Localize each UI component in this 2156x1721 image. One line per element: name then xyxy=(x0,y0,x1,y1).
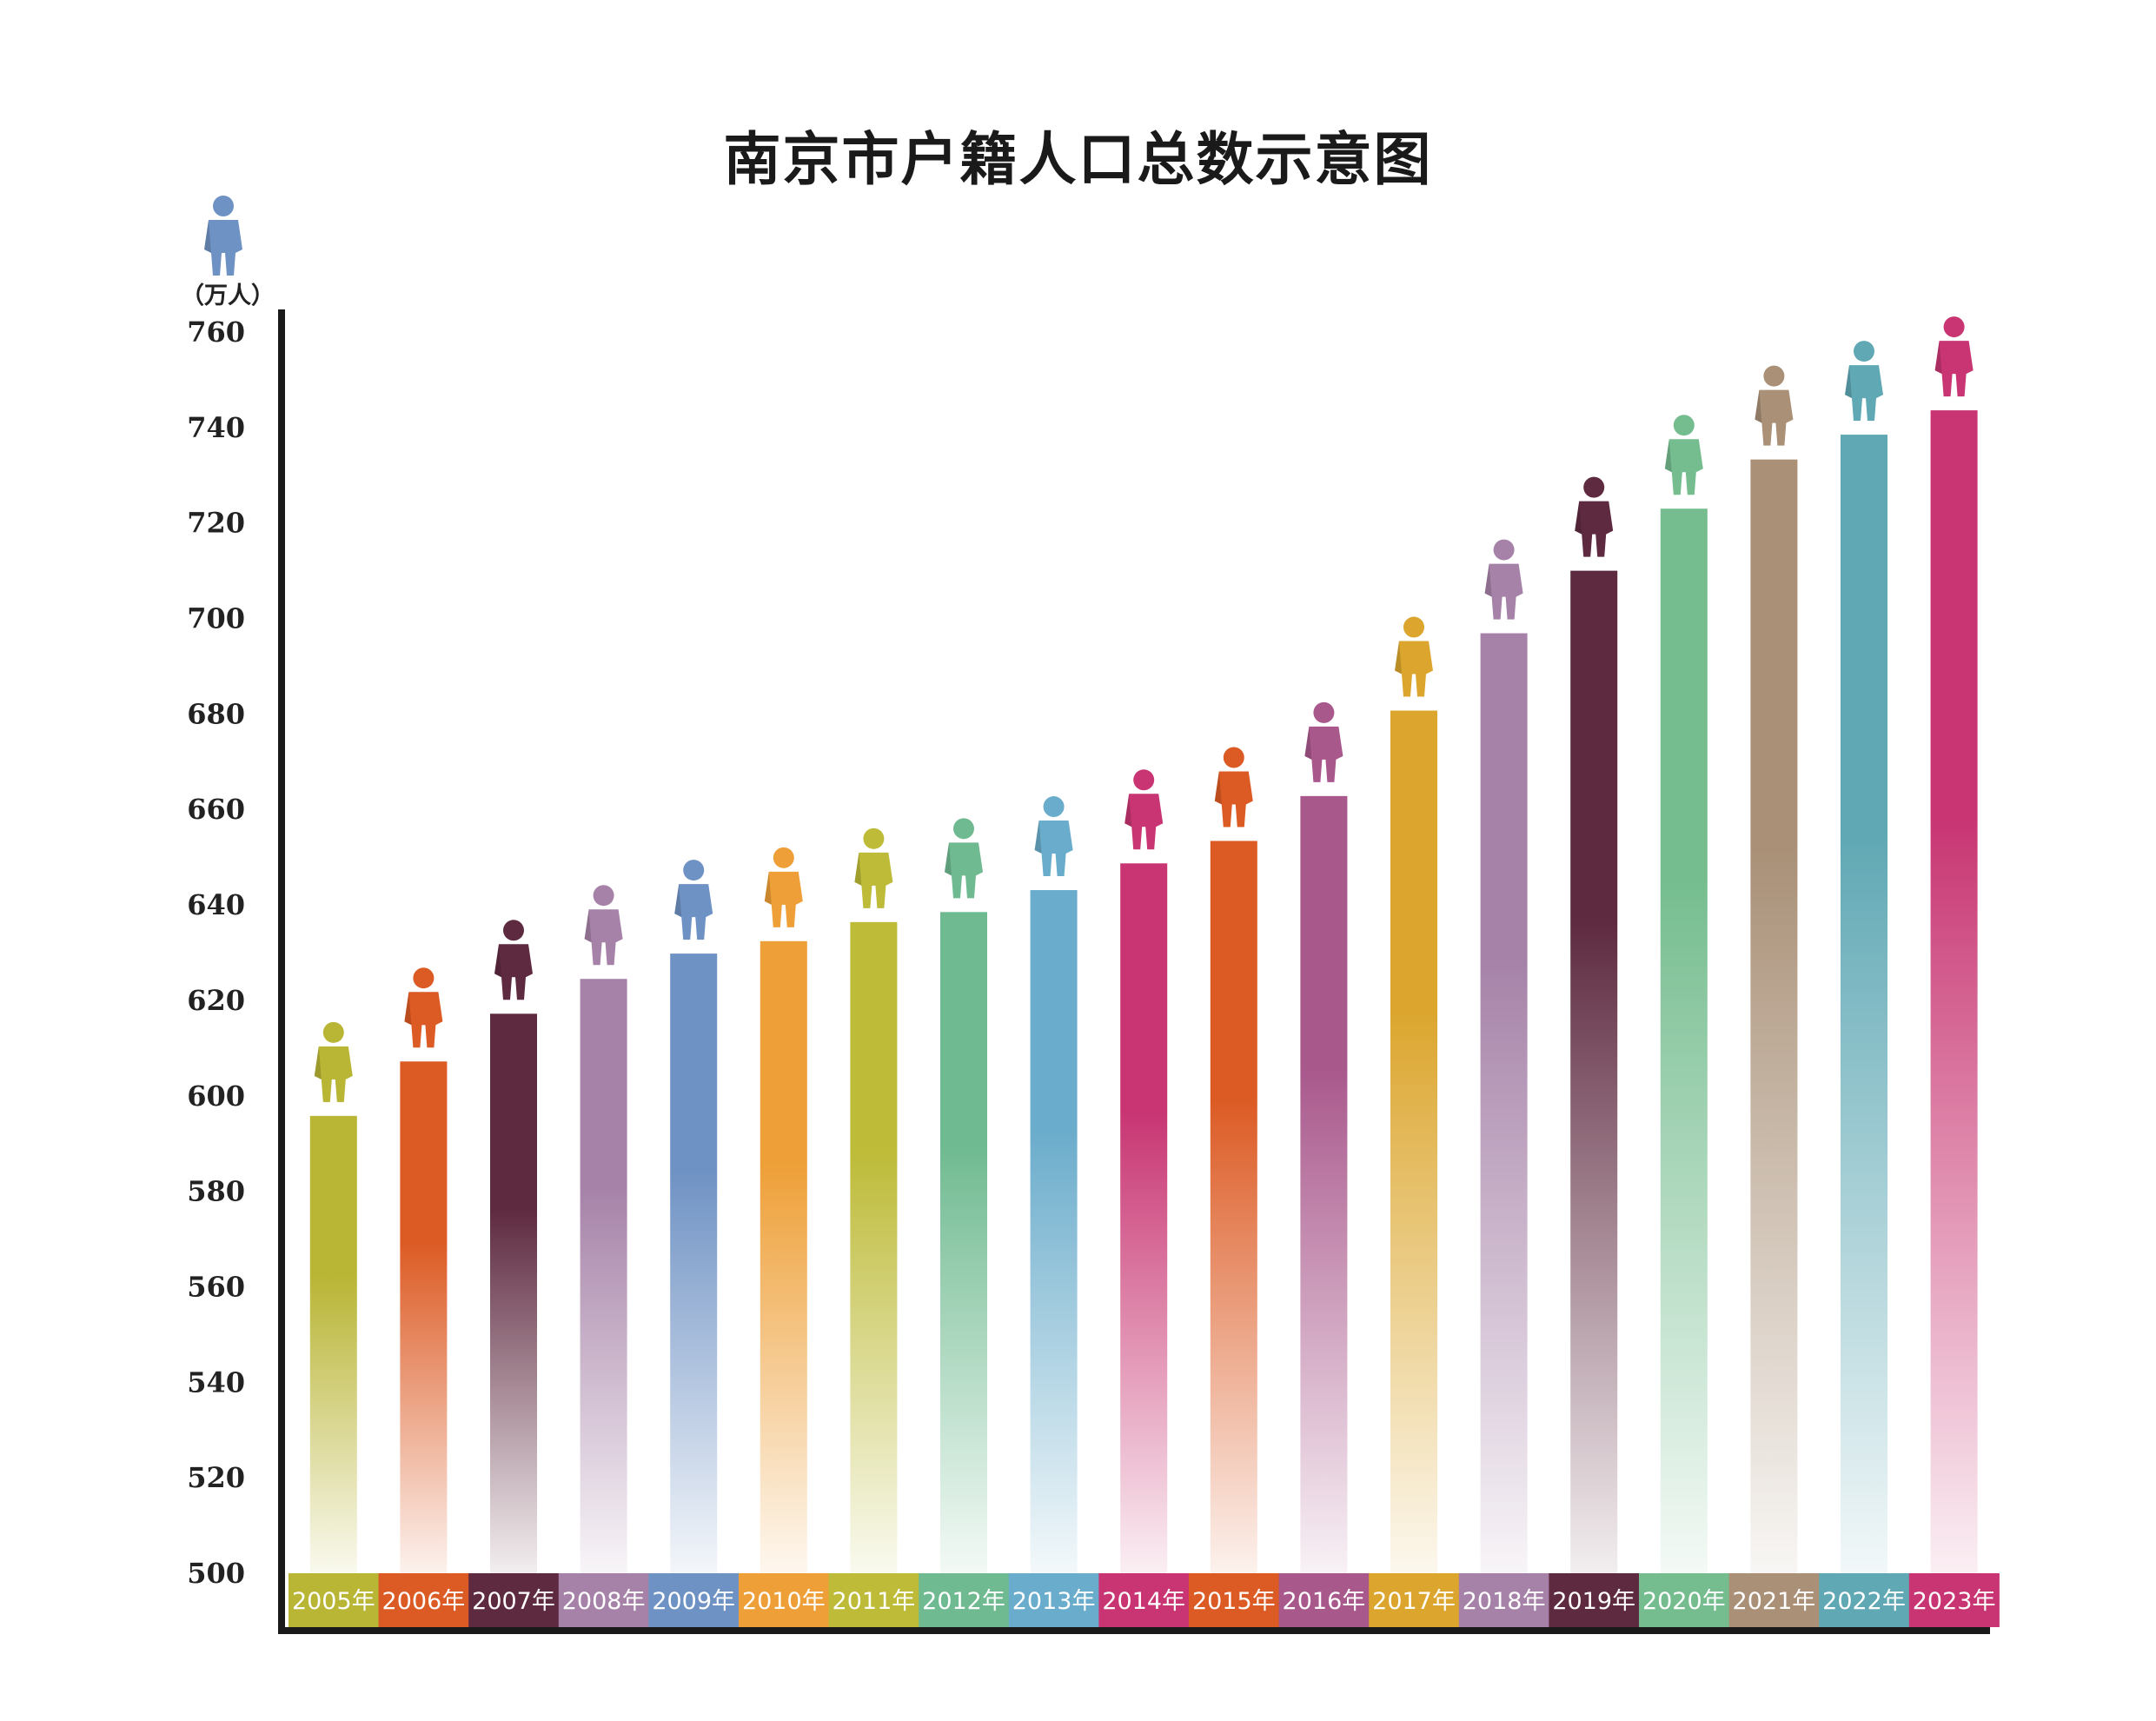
x-axis-line xyxy=(278,1627,1990,1634)
x-tick-label: 2019年 xyxy=(1552,1588,1635,1615)
bar xyxy=(1210,841,1257,1573)
person-icon xyxy=(1845,341,1883,422)
person-icon xyxy=(1755,365,1794,446)
x-tick-label: 2020年 xyxy=(1642,1588,1726,1615)
x-label-box xyxy=(919,1573,1010,1627)
bar xyxy=(1750,459,1798,1574)
x-tick-label: 2013年 xyxy=(1012,1588,1096,1615)
bar xyxy=(490,1013,537,1573)
bar xyxy=(1300,795,1348,1573)
person-icon xyxy=(945,818,983,899)
y-tick-label: 580 xyxy=(187,1175,245,1208)
bar xyxy=(760,940,807,1573)
y-axis-unit: （万人） xyxy=(181,282,275,309)
y-tick-label: 680 xyxy=(187,697,245,730)
y-tick-label: 600 xyxy=(187,1080,245,1113)
y-tick-label: 540 xyxy=(187,1366,245,1399)
bar xyxy=(1660,508,1708,1574)
x-label-box xyxy=(1189,1573,1280,1627)
bar xyxy=(400,1061,448,1573)
person-icon xyxy=(494,920,533,1000)
x-tick-label: 2005年 xyxy=(292,1588,375,1615)
y-axis-line xyxy=(278,309,285,1634)
x-label-box xyxy=(1549,1573,1640,1627)
bar xyxy=(1120,863,1168,1573)
x-tick-label: 2007年 xyxy=(472,1588,555,1615)
person-icon xyxy=(314,1021,353,1102)
y-tick-label: 760 xyxy=(187,316,245,349)
x-label-box xyxy=(289,1573,380,1627)
person-icon xyxy=(1484,539,1523,620)
person-icon xyxy=(674,860,713,940)
person-icon xyxy=(584,885,623,966)
person-icon xyxy=(1304,701,1343,782)
x-tick-label: 2017年 xyxy=(1372,1588,1456,1615)
y-tick-label: 700 xyxy=(187,602,245,635)
person-icon xyxy=(1664,415,1703,495)
y-tick-label: 720 xyxy=(187,507,245,540)
x-label-box xyxy=(1008,1573,1099,1627)
bar xyxy=(1480,633,1528,1573)
bar xyxy=(670,954,718,1573)
x-tick-label: 2021年 xyxy=(1733,1588,1816,1615)
x-label-box xyxy=(1908,1573,2000,1627)
x-label-box xyxy=(648,1573,740,1627)
person-icon xyxy=(404,967,443,1048)
x-label-box xyxy=(378,1573,469,1627)
x-label-box xyxy=(1278,1573,1370,1627)
x-tick-label: 2015年 xyxy=(1192,1588,1276,1615)
bar xyxy=(850,921,898,1573)
chart-title: 南京市户籍人口总数示意图 xyxy=(723,125,1433,193)
y-tick-label: 520 xyxy=(187,1461,245,1494)
person-icon xyxy=(204,196,242,276)
x-tick-label: 2014年 xyxy=(1102,1588,1185,1615)
x-label-box xyxy=(1098,1573,1190,1627)
x-tick-label: 2012年 xyxy=(922,1588,1005,1615)
bar xyxy=(1930,410,1978,1573)
y-tick-label: 740 xyxy=(187,411,245,444)
y-tick-label: 640 xyxy=(187,888,245,921)
x-tick-label: 2010年 xyxy=(742,1588,826,1615)
y-tick-label: 660 xyxy=(187,793,245,826)
bar xyxy=(1841,435,1887,1574)
bar xyxy=(1570,570,1618,1573)
x-label-box xyxy=(1369,1573,1460,1627)
x-label-box xyxy=(1639,1573,1730,1627)
x-label-box xyxy=(739,1573,830,1627)
x-tick-label: 2011年 xyxy=(833,1588,916,1615)
person-icon xyxy=(764,847,803,927)
x-label-box xyxy=(1458,1573,1549,1627)
bar xyxy=(580,979,627,1573)
x-label-box xyxy=(1728,1573,1820,1627)
x-label-box xyxy=(1819,1573,1910,1627)
bar xyxy=(940,912,987,1573)
person-icon xyxy=(1034,796,1073,877)
x-tick-label: 2016年 xyxy=(1283,1588,1366,1615)
x-label-box xyxy=(558,1573,649,1627)
person-icon xyxy=(1934,316,1974,397)
x-tick-label: 2022年 xyxy=(1822,1588,1906,1615)
y-tick-label: 620 xyxy=(187,984,245,1017)
bar xyxy=(309,1115,357,1573)
person-icon xyxy=(1395,616,1433,697)
x-tick-label: 2018年 xyxy=(1463,1588,1546,1615)
bar xyxy=(1030,890,1078,1573)
x-label-box xyxy=(468,1573,560,1627)
x-label-box xyxy=(828,1573,919,1627)
person-icon xyxy=(854,827,893,908)
y-tick-label: 560 xyxy=(187,1270,245,1303)
person-icon xyxy=(1214,747,1253,827)
person-icon xyxy=(1124,769,1164,850)
x-tick-label: 2006年 xyxy=(382,1588,466,1615)
x-tick-label: 2023年 xyxy=(1913,1588,1996,1615)
y-tick-label: 500 xyxy=(187,1557,245,1590)
bar xyxy=(1390,710,1437,1573)
x-tick-label: 2008年 xyxy=(562,1588,646,1615)
x-tick-label: 2009年 xyxy=(652,1588,735,1615)
person-icon xyxy=(1575,476,1614,557)
